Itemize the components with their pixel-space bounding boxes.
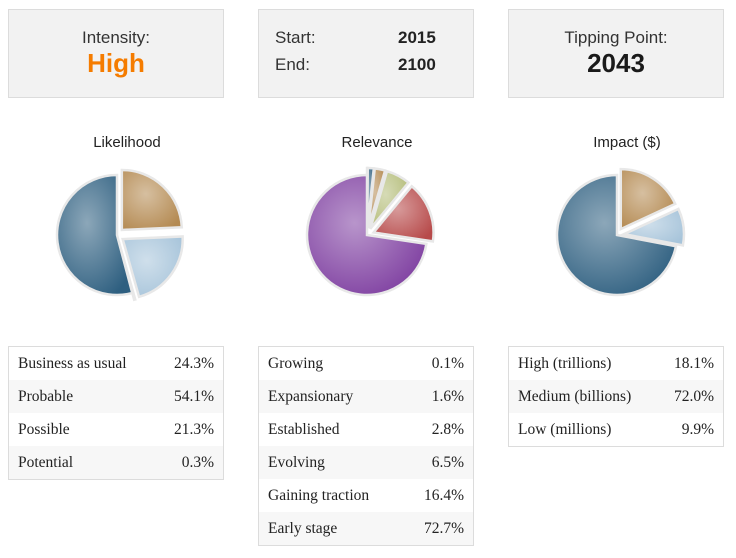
row-value: 6.5%	[402, 446, 474, 479]
row-value: 0.3%	[155, 446, 224, 480]
row-value: 24.3%	[173, 354, 214, 372]
tipping-point-card: Tipping Point: 2043	[508, 9, 724, 98]
table-row: Business as usual 24.3%	[9, 347, 224, 381]
tipping-point-value: 2043	[587, 48, 645, 78]
table-row: Evolving 6.5%	[258, 446, 474, 479]
intensity-value: High	[87, 48, 145, 78]
table-row: High (trillions) 18.1%	[509, 347, 724, 381]
row-label: Low (millions)	[518, 420, 612, 438]
impact-pie-chart	[555, 167, 686, 297]
intensity-card: Intensity: High	[8, 9, 224, 98]
table-row: Probable 54.1%	[8, 380, 224, 413]
row-value: 72.7%	[402, 512, 474, 546]
row-value: 9.9%	[681, 420, 714, 438]
row-label: Potential	[8, 446, 156, 480]
row-value: 18.1%	[673, 354, 714, 372]
row-value: 72.0%	[657, 380, 724, 413]
row-label: Evolving	[258, 446, 403, 479]
impact-title: Impact ($)	[593, 134, 661, 151]
table-row: Medium (billions) 72.0%	[508, 380, 724, 413]
start-label: Start:	[275, 28, 316, 47]
relevance-table: Growing 0.1% Expansionary 1.6% Established…	[258, 346, 474, 546]
table-row: Low (millions) 9.9%	[509, 413, 724, 447]
row-label: Medium (billions)	[508, 380, 658, 413]
period-card: Start: 2015 End: 2100	[258, 9, 474, 98]
pie-slice-business-as-usual	[120, 168, 184, 232]
table-row: Early stage 72.7%	[258, 512, 474, 546]
pie-slice-early-stage	[305, 173, 428, 297]
relevance-title: Relevance	[341, 134, 413, 151]
row-value: 21.3%	[173, 420, 214, 438]
pie-slice-medium-billions	[555, 173, 678, 297]
table-row: Expansionary 1.6%	[258, 380, 474, 413]
pie-slice-low-millions	[619, 207, 686, 247]
row-label: Growing	[268, 354, 324, 372]
row-label: High (trillions)	[518, 354, 612, 372]
start-value: 2015	[398, 28, 436, 47]
pie-slice-established	[367, 167, 387, 229]
row-label: Probable	[8, 380, 156, 413]
row-value: 0.1%	[431, 354, 464, 372]
table-row: Possible 21.3%	[9, 413, 224, 446]
tipping-point-label: Tipping Point:	[564, 28, 668, 47]
row-value: 1.6%	[402, 380, 474, 413]
likelihood-title: Likelihood	[93, 134, 161, 151]
row-label: Early stage	[258, 512, 403, 546]
table-row: Growing 0.1%	[259, 347, 474, 381]
table-row: Gaining traction 16.4%	[259, 479, 474, 512]
intensity-label: Intensity:	[81, 28, 151, 47]
likelihood-pie-chart	[55, 168, 184, 302]
pie-slice-gaining-traction	[371, 184, 435, 243]
row-label: Business as usual	[18, 354, 127, 372]
pie-slice-evolving	[369, 169, 411, 230]
row-value: 54.1%	[155, 380, 224, 413]
row-label: Expansionary	[258, 380, 403, 413]
pie-slice-high-trillions	[619, 167, 677, 232]
table-row: Potential 0.3%	[8, 446, 224, 480]
relevance-pie-chart	[305, 166, 435, 297]
pie-slice-probable	[55, 173, 134, 297]
likelihood-table: Business as usual 24.3% Probable 54.1% Pos…	[8, 346, 224, 480]
table-row: Established 2.8%	[259, 413, 474, 446]
row-value: 16.4%	[423, 486, 464, 504]
end-label: End:	[275, 55, 310, 74]
row-label: Gaining traction	[268, 486, 370, 504]
row-value: 2.8%	[431, 420, 464, 438]
impact-table: High (trillions) 18.1% Medium (billions) 7…	[508, 346, 724, 447]
pie-slice-possible	[121, 235, 184, 299]
row-label: Possible	[18, 420, 70, 438]
row-label: Established	[268, 420, 340, 438]
end-value: 2100	[398, 55, 436, 74]
